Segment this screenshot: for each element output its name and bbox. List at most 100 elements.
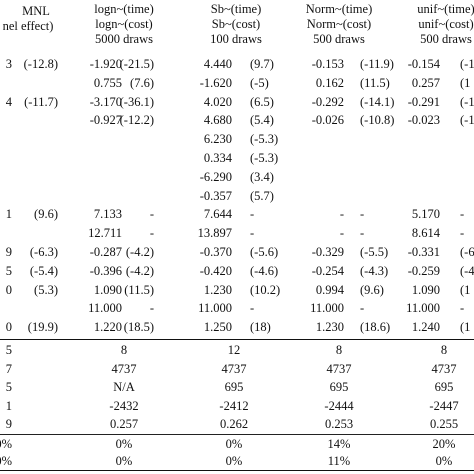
pct-norm: 11%	[327, 453, 351, 468]
cell-unif-coef: -0.259	[407, 263, 440, 278]
header-col5-line-2: unif~(cost)	[418, 17, 474, 31]
cell-logn-coef: -0.396	[89, 263, 122, 278]
header-mnl: MNL	[22, 4, 50, 18]
cell-logn-t: (-4.2)	[125, 245, 154, 259]
cell-sb-t: (18)	[250, 320, 271, 335]
cell-sb-coef: 13.897	[197, 226, 232, 241]
stat-norm: 8	[335, 343, 343, 357]
cell-sb-coef: 6.230	[203, 132, 232, 147]
cell-unif-t: (-4.	[460, 263, 474, 278]
pct-unif: 0%	[435, 453, 453, 468]
cell-sb-coef: -0.357	[199, 188, 232, 203]
pct-logn: 0%	[115, 453, 133, 468]
cell-norm-t: (-10.8)	[360, 113, 395, 128]
header-col2-line-2: logn~(cost)	[95, 17, 153, 31]
cell-unif-t: -	[460, 226, 465, 241]
stat-sb: 4737	[221, 361, 247, 376]
cell-logn-coef: 7.133	[93, 207, 122, 222]
cell-logn-coef: 12.711	[88, 226, 122, 241]
cell-sb-coef: 4.440	[203, 57, 232, 71]
cell-unif-t: (-1	[460, 57, 474, 71]
cell-mnl-coef: 9	[5, 245, 12, 259]
cell-mnl-t: (-6.3)	[29, 245, 58, 259]
stat-unif: 695	[434, 380, 454, 394]
cell-logn-t: -	[149, 207, 154, 222]
cell-norm-t: (-4.3)	[360, 263, 389, 278]
cell-norm-t: -	[360, 207, 365, 222]
cell-sb-t: (3.4)	[250, 169, 274, 184]
stat-sb: -2412	[219, 398, 249, 413]
cell-sb-t: (-4.6)	[250, 263, 279, 278]
cell-logn-t: -	[149, 301, 154, 316]
header-col3-line-3: 100 draws	[210, 32, 262, 46]
cell-norm-coef: 11.000	[310, 301, 344, 316]
cell-norm-coef: 0.994	[315, 282, 344, 297]
stat-norm: 0.253	[324, 417, 354, 431]
cell-unif-t: (-6.	[460, 245, 474, 259]
pct-norm: 14%	[327, 437, 351, 451]
pct-logn: 0%	[115, 437, 133, 451]
cell-mnl-coef: 3	[5, 57, 12, 71]
header-col2-line-3: 5000 draws	[95, 32, 153, 46]
cell-sb-coef: 4.680	[203, 113, 232, 128]
stat-unif: 8	[440, 343, 448, 357]
cell-logn-coef: 1.220	[93, 320, 122, 335]
header-mnl-sub: nel effect)	[2, 19, 54, 33]
cell-logn-coef: 0.755	[93, 75, 122, 90]
cell-sb-t: (6.5)	[250, 94, 274, 109]
cell-sb-coef: 11.000	[198, 301, 232, 316]
stat-logn: 0.257	[109, 417, 139, 431]
stat-unif: 0.255	[429, 417, 459, 431]
cell-mnl-coef: 0	[5, 282, 12, 297]
cell-logn-coef: 11.000	[88, 301, 122, 316]
stat-norm: -2444	[324, 398, 354, 413]
cell-logn-t: (-21.5)	[119, 57, 154, 71]
cell-unif-t: (1	[460, 282, 471, 297]
cell-norm-coef: -	[339, 226, 344, 241]
cell-unif-coef: -0.291	[407, 94, 440, 109]
cell-mnl-coef: 5	[5, 263, 12, 278]
cell-sb-t: (-5.3)	[250, 151, 279, 165]
cell-unif-t: -	[460, 207, 465, 222]
cell-unif-coef: 8.614	[411, 226, 440, 241]
cell-norm-coef: 0.162	[315, 75, 344, 90]
cell-logn-t: (7.6)	[130, 75, 154, 90]
cell-sb-coef: -0.370	[199, 245, 232, 259]
pct-sb: 0%	[225, 453, 243, 468]
cell-unif-coef: 5.170	[411, 207, 440, 222]
cell-sb-t: (9.7)	[250, 57, 274, 71]
cell-sb-t: -	[250, 207, 255, 222]
separator-footer	[0, 470, 474, 471]
cell-mnl-t: (-5.4)	[29, 263, 58, 278]
cell-unif-coef: -0.331	[407, 245, 440, 259]
cell-mnl-t: (5.3)	[34, 282, 58, 297]
cell-norm-t: (9.6)	[360, 282, 384, 297]
cell-mnl-coef: 0	[5, 320, 12, 335]
stat-mnl: 5	[5, 380, 12, 394]
cell-norm-coef: -0.026	[311, 113, 344, 128]
cell-unif-t: (1	[460, 75, 471, 90]
stat-norm: 695	[329, 380, 349, 394]
header-col5-line-1: unif~(time)	[417, 2, 474, 16]
stat-mnl: 5	[5, 343, 12, 357]
cell-mnl-coef: 4	[5, 94, 12, 109]
stat-unif: 4737	[431, 361, 457, 376]
cell-mnl-coef: 1	[5, 207, 12, 222]
cell-mnl-t: (-11.7)	[24, 94, 58, 109]
cell-sb-t: (-5)	[250, 75, 269, 90]
header-col4-line-3: 500 draws	[313, 32, 365, 46]
cell-logn-t: (11.5)	[124, 282, 154, 297]
cell-norm-t: -	[360, 226, 365, 241]
cell-norm-coef: -0.254	[311, 263, 344, 278]
cell-sb-coef: 7.644	[203, 207, 232, 222]
cell-logn-t: (18.5)	[123, 320, 154, 335]
cell-sb-t: (5.4)	[250, 113, 274, 128]
header-col3-line-1: Sb~(time)	[210, 2, 262, 16]
stat-unif: -2447	[429, 398, 459, 413]
cell-norm-coef: -	[339, 207, 344, 222]
stat-norm: 4737	[326, 361, 352, 376]
cell-sb-coef: -6.290	[199, 169, 232, 184]
stat-sb: 0.262	[219, 417, 249, 431]
cell-sb-t: (10.2)	[250, 282, 281, 297]
